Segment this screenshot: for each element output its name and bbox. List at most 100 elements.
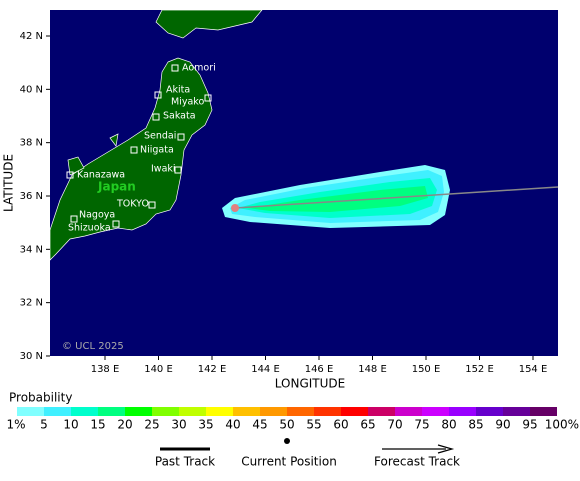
legend-label: 85 bbox=[468, 418, 483, 432]
y-tick-label: 40 N bbox=[20, 84, 43, 95]
color-swatch bbox=[476, 407, 503, 416]
current-position bbox=[231, 204, 239, 212]
legend-forecast-track: Forecast Track bbox=[374, 455, 460, 469]
legend-label: 35 bbox=[198, 418, 213, 432]
legend-label: 60 bbox=[333, 418, 348, 432]
city-label: Akita bbox=[166, 85, 190, 96]
legend-label: 15 bbox=[90, 418, 105, 432]
city-marker bbox=[154, 91, 162, 99]
legend-current-position: Current Position bbox=[241, 455, 337, 469]
x-tick-label: 150 E bbox=[412, 364, 441, 375]
y-tick-label: 32 N bbox=[20, 298, 43, 309]
x-tick-label: 148 E bbox=[358, 364, 387, 375]
legend-label: 5 bbox=[40, 418, 48, 432]
legend-label: 50 bbox=[279, 418, 294, 432]
color-swatch bbox=[152, 407, 179, 416]
city-label: Aomori bbox=[182, 63, 216, 74]
color-swatch bbox=[503, 407, 530, 416]
noto bbox=[67, 156, 85, 176]
color-swatch bbox=[125, 407, 152, 416]
color-swatch bbox=[98, 407, 125, 416]
color-swatch bbox=[206, 407, 233, 416]
color-swatch bbox=[395, 407, 422, 416]
color-swatch bbox=[422, 407, 449, 416]
city-marker bbox=[174, 166, 182, 174]
color-swatch bbox=[17, 407, 44, 416]
legend: Probability Past Track Current Position … bbox=[6, 391, 579, 469]
x-tick-label: 146 E bbox=[305, 364, 334, 375]
legend-label: 25 bbox=[144, 418, 159, 432]
city-marker bbox=[148, 201, 156, 209]
legend-label: 30 bbox=[171, 418, 186, 432]
x-axis-label: LONGITUDE bbox=[275, 377, 345, 391]
city-label: Miyako bbox=[171, 97, 204, 108]
color-swatch bbox=[233, 407, 260, 416]
y-tick-label: 38 N bbox=[20, 138, 43, 149]
city-label: Iwaki bbox=[151, 164, 176, 175]
hokkaido bbox=[155, 9, 263, 39]
x-tick-label: 144 E bbox=[251, 364, 280, 375]
x-tick-label: 140 E bbox=[144, 364, 173, 375]
legend-label: 20 bbox=[117, 418, 132, 432]
legend-label: 100% bbox=[545, 418, 579, 432]
city-marker bbox=[66, 171, 74, 179]
color-swatch bbox=[287, 407, 314, 416]
city-label: Sendai bbox=[144, 131, 176, 142]
copyright: © UCL 2025 bbox=[62, 341, 124, 352]
current-position-symbol bbox=[284, 438, 290, 444]
sado bbox=[109, 133, 119, 147]
forecast-arrow bbox=[437, 444, 455, 454]
y-tick-label: 42 N bbox=[20, 31, 43, 42]
legend-title: Probability bbox=[9, 391, 72, 405]
legend-label: 10 bbox=[63, 418, 78, 432]
city-marker bbox=[112, 220, 120, 228]
x-tick-label: 152 E bbox=[465, 364, 494, 375]
color-swatch bbox=[530, 407, 557, 416]
color-swatch bbox=[179, 407, 206, 416]
x-tick-label: 138 E bbox=[91, 364, 120, 375]
legend-label: 95 bbox=[522, 418, 537, 432]
city-marker bbox=[152, 113, 160, 121]
color-swatch bbox=[260, 407, 287, 416]
y-tick-label: 30 N bbox=[20, 351, 43, 362]
color-swatch bbox=[71, 407, 98, 416]
y-axis-label: LATITUDE bbox=[2, 154, 16, 212]
legend-label: 80 bbox=[441, 418, 456, 432]
swath-4 bbox=[248, 186, 428, 212]
legend-label: 75 bbox=[414, 418, 429, 432]
legend-label: 45 bbox=[252, 418, 267, 432]
color-swatch bbox=[449, 407, 476, 416]
region-label: Japan bbox=[97, 180, 136, 194]
city-marker bbox=[204, 94, 212, 102]
city-marker bbox=[171, 64, 179, 72]
x-tick-label: 154 E bbox=[519, 364, 548, 375]
city-label: Niigata bbox=[140, 145, 174, 156]
y-tick-label: 34 N bbox=[20, 244, 43, 255]
color-swatch bbox=[368, 407, 395, 416]
honshu bbox=[49, 57, 213, 261]
city-marker bbox=[130, 146, 138, 154]
legend-label: 90 bbox=[495, 418, 510, 432]
color-swatch bbox=[44, 407, 71, 416]
legend-past-track: Past Track bbox=[155, 455, 215, 469]
axes: 138 E 140 E 142 E 144 E 146 E 148 E 150 E 152 E… bbox=[20, 31, 548, 375]
legend-label: 1% bbox=[6, 418, 25, 432]
city-label: Sakata bbox=[163, 111, 196, 122]
legend-label: 65 bbox=[360, 418, 375, 432]
legend-label: 40 bbox=[225, 418, 240, 432]
city-label: Nagoya bbox=[79, 210, 115, 221]
city-label: Kanazawa bbox=[77, 170, 125, 181]
legend-label: 55 bbox=[306, 418, 321, 432]
legend-label: 70 bbox=[387, 418, 402, 432]
forecast-track bbox=[234, 186, 559, 209]
city-label: Shizuoka bbox=[68, 223, 111, 234]
y-tick-label: 36 N bbox=[20, 191, 43, 202]
city-marker bbox=[177, 133, 185, 141]
color-swatch bbox=[341, 407, 368, 416]
color-swatch bbox=[314, 407, 341, 416]
x-tick-label: 142 E bbox=[198, 364, 227, 375]
city-label: TOKYO bbox=[116, 199, 149, 210]
